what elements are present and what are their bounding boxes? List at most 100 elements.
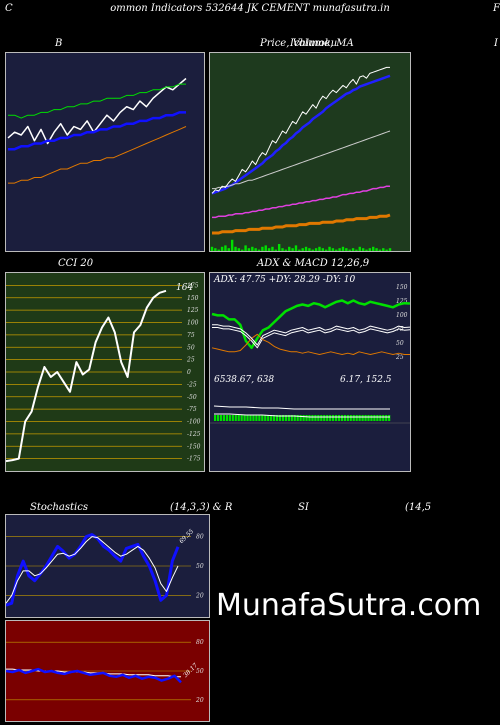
volume-bar xyxy=(241,249,244,251)
macd-histogram-bar xyxy=(382,415,385,421)
macd-histogram-bar xyxy=(388,415,391,421)
adx-tick-label: 50 xyxy=(396,340,404,347)
macd-histogram-bar xyxy=(228,415,231,421)
rsi-panel: 80 50 20 38.17 xyxy=(5,620,210,722)
rsi-line xyxy=(6,667,182,684)
macd-histogram-bar xyxy=(329,415,332,421)
volume-bar xyxy=(214,248,217,251)
cci-tick-label: 150 xyxy=(187,295,199,302)
stochastics-chart: 80 50 20 xyxy=(6,515,209,617)
bands-middle-line xyxy=(8,111,186,151)
volume-bar xyxy=(328,246,331,251)
cci-panel: 175 150 125 100 75 50 25 0 -25 -50 -75 -100 -125 -150… xyxy=(5,272,205,472)
macd-histogram-bar xyxy=(361,415,364,421)
macd-histogram-bar xyxy=(308,415,311,421)
macd-histogram-bar xyxy=(334,415,338,421)
volume-bar xyxy=(351,248,355,251)
cci-tick-label: 25 xyxy=(186,357,195,364)
cci-title: CCI 20 xyxy=(58,258,94,269)
macd-histogram-bar xyxy=(222,415,226,421)
macd-histogram-bar xyxy=(264,415,267,421)
volume-bar xyxy=(267,248,271,251)
macd-histogram-bar xyxy=(376,415,379,421)
volume-bar xyxy=(372,246,375,251)
macd-histogram-bar xyxy=(352,415,355,421)
plus-dy-line xyxy=(212,327,410,349)
volume-bar xyxy=(234,246,237,251)
stoch-d-line xyxy=(6,536,179,604)
volume-bar xyxy=(281,248,284,251)
bands-upper-line xyxy=(8,83,186,119)
macd-histogram-bar xyxy=(273,415,276,421)
rsi-title: SI xyxy=(298,502,309,513)
macd-histogram-bar xyxy=(349,415,352,421)
volume-bar xyxy=(230,239,234,251)
cci-tick-label: 50 xyxy=(187,344,195,351)
volume-bar xyxy=(338,248,341,251)
stoch-title-left: Stochastics xyxy=(30,502,88,513)
volume-bar xyxy=(355,249,358,251)
cci-tick-label: 100 xyxy=(187,320,199,327)
macd-histogram-bar xyxy=(364,415,367,421)
volume-bar xyxy=(261,246,264,251)
volume-bar xyxy=(358,246,361,251)
volume-bar xyxy=(331,248,335,251)
volume-bar xyxy=(264,245,267,251)
volume-bar xyxy=(365,249,368,251)
rsi-tick-label: 20 xyxy=(195,697,204,704)
price-ma-longest-line xyxy=(212,213,391,235)
stoch-tick-label: 50 xyxy=(196,563,204,570)
volume-bar xyxy=(254,248,257,251)
macd-histogram-bar xyxy=(252,415,255,421)
stoch-tick-label: 80 xyxy=(196,534,204,541)
macd-signal-line xyxy=(214,413,390,418)
macd-histogram-bar xyxy=(234,415,237,421)
page-title: C ommon Indicators 532644 JK CEMENT muna… xyxy=(0,3,500,14)
adx-line xyxy=(211,299,410,350)
macd-histogram-bar xyxy=(323,415,326,421)
macd-histogram-bar xyxy=(346,415,349,421)
macd-histogram-bar xyxy=(358,415,361,421)
bands-title: B xyxy=(55,38,63,49)
macd-histogram-bar xyxy=(284,415,287,421)
macd-histogram-bar xyxy=(258,415,261,421)
macd-histogram-bar xyxy=(243,415,246,421)
cci-chart: 175 150 125 100 75 50 25 0 -25 -50 -75 -100 -125 -150… xyxy=(6,273,204,471)
macd-line xyxy=(213,405,390,410)
panel-background xyxy=(210,273,410,471)
cci-current-label: 164 xyxy=(176,283,194,293)
volume-bar xyxy=(244,245,247,251)
macd-histogram-bar xyxy=(225,415,228,421)
macd-histogram-bar xyxy=(290,415,293,421)
macd-histogram-bar xyxy=(270,415,273,421)
stoch-title-mid: (14,3,3) & R xyxy=(170,502,233,513)
rsi-tick-label: 50 xyxy=(196,668,204,675)
macd-histogram-bar xyxy=(367,415,370,421)
cci-tick-label: 0 xyxy=(187,369,191,376)
macd-values-right: 6.17, 152.5 xyxy=(340,375,392,385)
stochastics-panel: 80 50 20 69.55 xyxy=(5,514,210,618)
macd-histogram-bar xyxy=(355,415,358,421)
volume-bar xyxy=(210,246,214,251)
volume-bar xyxy=(247,248,251,251)
macd-histogram-bar xyxy=(278,415,282,421)
macd-histogram-bar xyxy=(219,415,223,421)
stoch-tick-label: 20 xyxy=(195,592,204,599)
macd-histogram-bar xyxy=(379,415,382,421)
volume-bar xyxy=(335,249,338,251)
cci-tick-label: -175 xyxy=(187,456,201,463)
bands-chart xyxy=(6,53,204,251)
macd-histogram-bar xyxy=(332,415,335,421)
stoch-k-line xyxy=(6,533,180,607)
volume-bar xyxy=(291,248,294,251)
macd-histogram-bar xyxy=(343,415,346,421)
volume-bar xyxy=(298,249,301,251)
macd-histogram-bar xyxy=(237,415,240,421)
panel-background xyxy=(210,53,410,251)
cci-tick-label: -150 xyxy=(187,443,201,450)
volume-bar xyxy=(311,249,314,251)
title-left-letter: C xyxy=(5,3,13,14)
volume-bar xyxy=(361,248,365,251)
panel-background xyxy=(6,53,204,251)
